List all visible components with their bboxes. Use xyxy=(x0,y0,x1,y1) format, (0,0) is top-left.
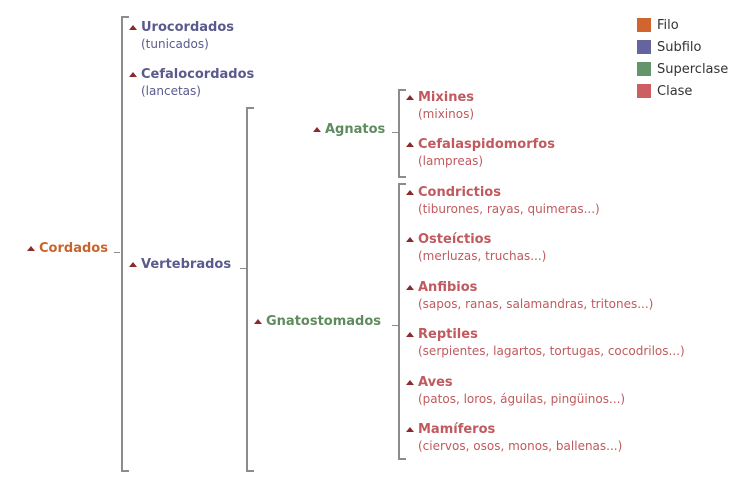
legend-label: Filo xyxy=(657,17,679,33)
node-agnatos: Agnatos xyxy=(313,122,385,138)
node-examples: (patos, loros, águilas, pingüinos...) xyxy=(418,392,626,406)
legend-label: Clase xyxy=(657,83,693,99)
node-title: Anfibios xyxy=(418,280,478,295)
legend-item-subfilo: Subfilo xyxy=(637,36,728,58)
triangle-icon xyxy=(129,72,137,77)
node-condrictios: Condrictios (tiburones, rayas, quimeras.… xyxy=(406,185,600,217)
legend-item-clase: Clase xyxy=(637,80,728,102)
bracket-gnatostomados xyxy=(398,183,406,460)
node-vertebrados: Vertebrados xyxy=(129,257,231,273)
node-examples: (lancetas) xyxy=(141,84,201,98)
node-title: Mamíferos xyxy=(418,422,496,437)
triangle-icon xyxy=(129,25,137,30)
triangle-icon xyxy=(406,190,414,195)
legend-swatch-filo xyxy=(637,18,651,32)
bracket-agnatos xyxy=(398,89,406,178)
node-examples: (lampreas) xyxy=(418,154,484,168)
triangle-icon xyxy=(313,127,321,132)
legend-label: Subfilo xyxy=(657,39,702,55)
tick-gnatostomados xyxy=(392,325,398,326)
node-cefalaspidomorfos: Cefalaspidomorfos (lampreas) xyxy=(406,137,555,169)
triangle-icon xyxy=(129,262,137,267)
bracket-cordados xyxy=(121,16,129,472)
node-title: Agnatos xyxy=(325,122,386,137)
triangle-icon xyxy=(254,319,262,324)
node-mixines: Mixines (mixinos) xyxy=(406,90,474,122)
node-cordados: Cordados xyxy=(27,241,108,257)
bracket-vertebrados xyxy=(246,107,254,472)
node-examples: (tunicados) xyxy=(141,37,209,51)
node-examples: (ciervos, osos, monos, ballenas...) xyxy=(418,439,623,453)
node-title: Vertebrados xyxy=(141,257,232,272)
node-examples: (tiburones, rayas, quimeras...) xyxy=(418,202,600,216)
tick-cordados xyxy=(114,252,120,253)
node-aves: Aves (patos, loros, águilas, pingüinos..… xyxy=(406,375,625,407)
triangle-icon xyxy=(27,246,35,251)
node-title: Cefalocordados xyxy=(141,67,255,82)
node-title: Reptiles xyxy=(418,327,478,342)
triangle-icon xyxy=(406,95,414,100)
node-anfibios: Anfibios (sapos, ranas, salamandras, tri… xyxy=(406,280,653,312)
node-title: Condrictios xyxy=(418,185,501,200)
node-title: Cefalaspidomorfos xyxy=(418,137,555,152)
triangle-icon xyxy=(406,237,414,242)
triangle-icon xyxy=(406,380,414,385)
tick-vertebrados xyxy=(240,268,246,269)
triangle-icon xyxy=(406,427,414,432)
node-urocordados: Urocordados (tunicados) xyxy=(129,20,234,52)
triangle-icon xyxy=(406,332,414,337)
node-title: Mixines xyxy=(418,90,475,105)
node-title: Cordados xyxy=(39,241,108,256)
legend-label: Superclase xyxy=(657,61,729,77)
legend-item-filo: Filo xyxy=(637,14,728,36)
node-title: Aves xyxy=(418,375,453,390)
node-examples: (mixinos) xyxy=(418,107,475,121)
node-gnatostomados: Gnatostomados xyxy=(254,314,381,330)
node-examples: (merluzas, truchas...) xyxy=(418,249,547,263)
legend: Filo Subfilo Superclase Clase xyxy=(637,14,728,102)
triangle-icon xyxy=(406,285,414,290)
node-osteictios: Osteíctios (merluzas, truchas...) xyxy=(406,232,546,264)
node-mamiferos: Mamíferos (ciervos, osos, monos, ballena… xyxy=(406,422,622,454)
node-cefalocordados: Cefalocordados (lancetas) xyxy=(129,67,254,99)
tick-agnatos xyxy=(392,132,398,133)
node-title: Urocordados xyxy=(141,20,234,35)
node-title: Osteíctios xyxy=(418,232,492,247)
node-examples: (sapos, ranas, salamandras, tritones...) xyxy=(418,297,654,311)
legend-swatch-subfilo xyxy=(637,40,651,54)
node-examples: (serpientes, lagartos, tortugas, cocodri… xyxy=(418,344,685,358)
legend-swatch-clase xyxy=(637,84,651,98)
node-title: Gnatostomados xyxy=(266,314,382,329)
node-reptiles: Reptiles (serpientes, lagartos, tortugas… xyxy=(406,327,685,359)
triangle-icon xyxy=(406,142,414,147)
legend-swatch-superclase xyxy=(637,62,651,76)
legend-item-superclase: Superclase xyxy=(637,58,728,80)
